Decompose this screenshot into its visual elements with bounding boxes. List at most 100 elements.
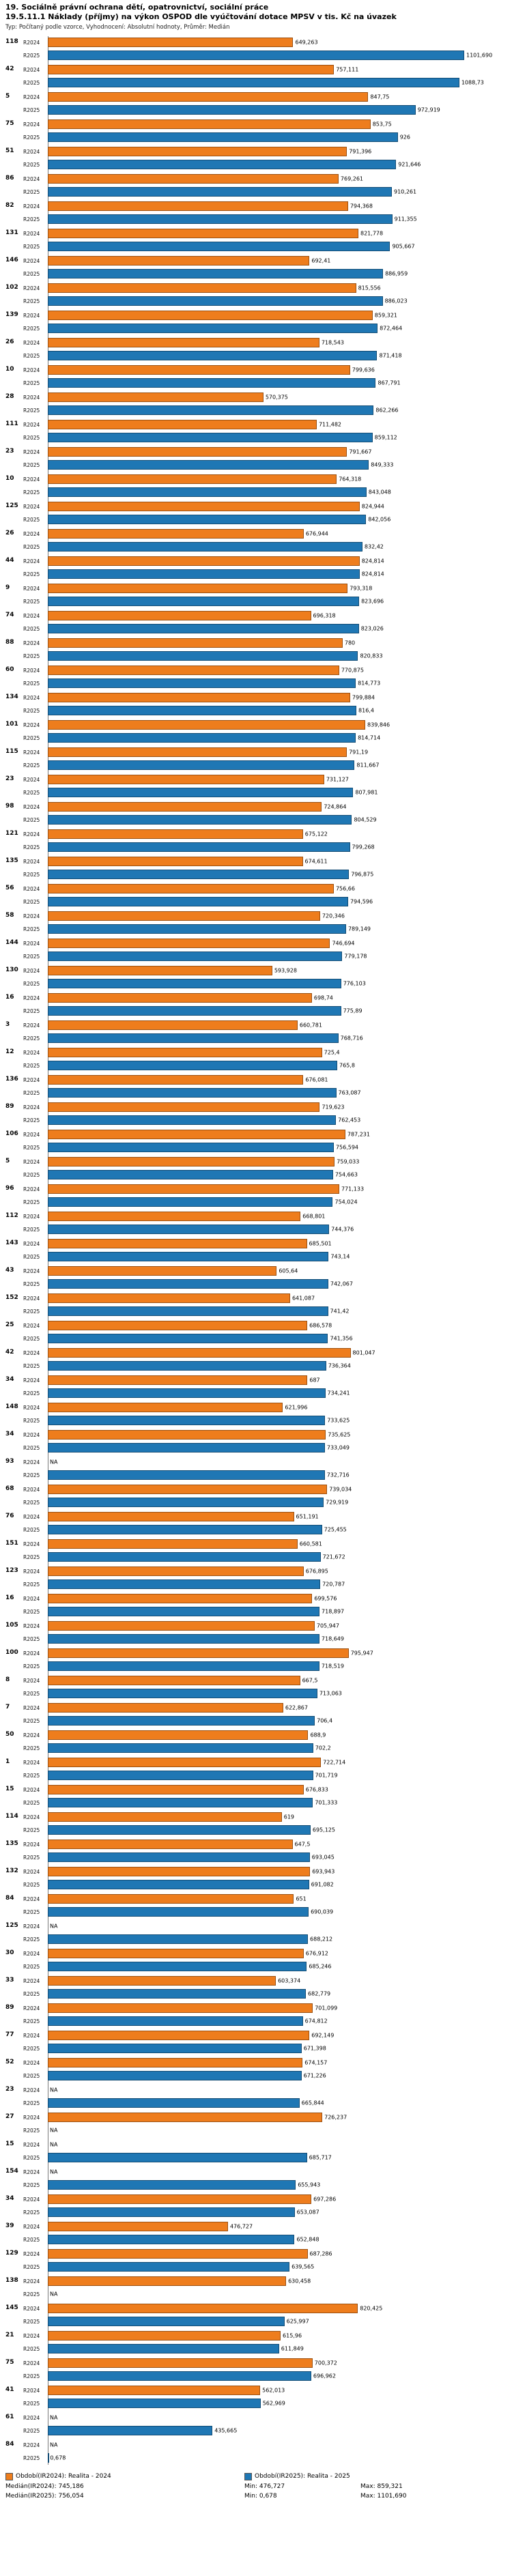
bar-r2025[interactable]: [48, 2016, 303, 2026]
bar-r2025[interactable]: [48, 1306, 328, 1316]
bar-r2025[interactable]: [48, 104, 416, 115]
bar-r2025[interactable]: [48, 1715, 315, 1726]
bar-r2024[interactable]: [48, 610, 311, 620]
bar-r2025[interactable]: [48, 814, 352, 825]
bar-r2025[interactable]: [48, 732, 356, 743]
bar-r2025[interactable]: [48, 2452, 49, 2463]
bar-r2025[interactable]: [48, 1797, 313, 1807]
bar-r2024[interactable]: [48, 501, 360, 511]
bar-r2024[interactable]: [48, 774, 324, 784]
bar-r2025[interactable]: [48, 1470, 325, 1480]
bar-r2024[interactable]: [48, 856, 303, 866]
bar-r2024[interactable]: [48, 419, 317, 429]
bar-r2025[interactable]: [48, 569, 360, 579]
bar-r2025[interactable]: [48, 1333, 328, 1343]
bar-r2025[interactable]: [48, 1688, 317, 1698]
bar-r2024[interactable]: [48, 37, 294, 47]
bar-r2024[interactable]: [48, 911, 320, 921]
bar-r2024[interactable]: [48, 556, 360, 566]
bar-r2025[interactable]: [48, 159, 397, 169]
bar-r2025[interactable]: [48, 2152, 307, 2162]
bar-r2024[interactable]: [48, 2303, 358, 2313]
bar-r2024[interactable]: [48, 474, 337, 484]
bar-r2024[interactable]: [48, 364, 350, 375]
bar-r2025[interactable]: [48, 842, 350, 852]
bar-r2024[interactable]: [48, 146, 347, 156]
bar-r2024[interactable]: [48, 965, 272, 975]
bar-r2024[interactable]: [48, 2057, 303, 2067]
bar-r2024[interactable]: [48, 1293, 290, 1303]
bar-r2025[interactable]: [48, 705, 357, 715]
bar-r2025[interactable]: [48, 77, 459, 87]
bar-r2024[interactable]: [48, 337, 319, 347]
bar-r2024[interactable]: [48, 2385, 261, 2395]
bar-r2025[interactable]: [48, 1033, 339, 1043]
bar-r2025[interactable]: [48, 405, 374, 415]
bar-r2024[interactable]: [48, 201, 348, 211]
bar-r2025[interactable]: [48, 2398, 261, 2408]
bar-r2024[interactable]: [48, 228, 358, 238]
bar-r2025[interactable]: [48, 541, 362, 552]
bar-r2024[interactable]: [48, 1893, 294, 1904]
bar-r2025[interactable]: [48, 869, 350, 879]
bar-r2024[interactable]: [48, 1347, 351, 1358]
bar-r2025[interactable]: [48, 1551, 321, 1562]
bar-r2025[interactable]: [48, 296, 383, 306]
bar-r2024[interactable]: [48, 1511, 294, 1521]
bar-r2025[interactable]: [48, 132, 398, 142]
bar-r2024[interactable]: [48, 1948, 304, 1958]
bar-r2025[interactable]: [48, 514, 367, 524]
bar-r2024[interactable]: [48, 1184, 339, 1194]
bar-r2024[interactable]: [48, 1484, 328, 1494]
bar-r2025[interactable]: [48, 1060, 338, 1070]
bar-r2024[interactable]: [48, 719, 366, 730]
bar-r2024[interactable]: [48, 2330, 281, 2341]
bar-r2025[interactable]: [48, 2179, 296, 2190]
bar-r2024[interactable]: [48, 992, 312, 1003]
bar-r2024[interactable]: [48, 1593, 313, 1603]
bar-r2024[interactable]: [48, 1320, 308, 1330]
bar-r2024[interactable]: [48, 1648, 349, 1658]
bar-r2024[interactable]: [48, 1539, 298, 1549]
bar-r2024[interactable]: [48, 2194, 312, 2204]
bar-r2024[interactable]: [48, 2112, 323, 2122]
bar-r2025[interactable]: [48, 377, 376, 388]
bar-r2024[interactable]: [48, 1839, 293, 1849]
bar-r2024[interactable]: [48, 255, 310, 266]
bar-r2025[interactable]: [48, 1497, 324, 1507]
bar-r2025[interactable]: [48, 1278, 328, 1289]
bar-r2025[interactable]: [48, 1142, 334, 1152]
bar-r2025[interactable]: [48, 1197, 333, 1207]
bar-r2024[interactable]: [48, 1429, 326, 1440]
bar-r2024[interactable]: [48, 1074, 304, 1085]
bar-r2025[interactable]: [48, 1169, 333, 1179]
bar-r2025[interactable]: [48, 1579, 321, 1589]
bar-r2025[interactable]: [48, 1415, 326, 1425]
bar-r2025[interactable]: [48, 50, 464, 60]
bar-r2025[interactable]: [48, 1388, 326, 1398]
bar-r2024[interactable]: [48, 1102, 320, 1112]
bar-r2025[interactable]: [48, 787, 354, 797]
bar-r2025[interactable]: [48, 896, 348, 906]
bar-r2024[interactable]: [48, 2030, 310, 2040]
bar-r2025[interactable]: [48, 2316, 285, 2326]
bar-r2024[interactable]: [48, 2248, 308, 2259]
bar-r2024[interactable]: [48, 64, 335, 74]
bar-r2024[interactable]: [48, 1047, 322, 1057]
bar-r2025[interactable]: [48, 1934, 309, 1944]
bar-r2025[interactable]: [48, 1115, 337, 1125]
bar-r2024[interactable]: [48, 1129, 345, 1139]
bar-r2024[interactable]: [48, 91, 369, 102]
bar-r2024[interactable]: [48, 1156, 335, 1167]
bar-r2024[interactable]: [48, 1975, 276, 1986]
bar-r2024[interactable]: [48, 2358, 313, 2368]
bar-r2025[interactable]: [48, 2371, 311, 2381]
bar-r2025[interactable]: [48, 1906, 309, 1917]
bar-r2025[interactable]: [48, 1879, 309, 1889]
bar-r2025[interactable]: [48, 951, 343, 961]
bar-r2025[interactable]: [48, 1087, 337, 1098]
bar-r2025[interactable]: [48, 1633, 319, 1644]
bar-r2025[interactable]: [48, 2343, 279, 2353]
bar-r2025[interactable]: [48, 487, 367, 497]
bar-r2024[interactable]: [48, 1238, 307, 1248]
